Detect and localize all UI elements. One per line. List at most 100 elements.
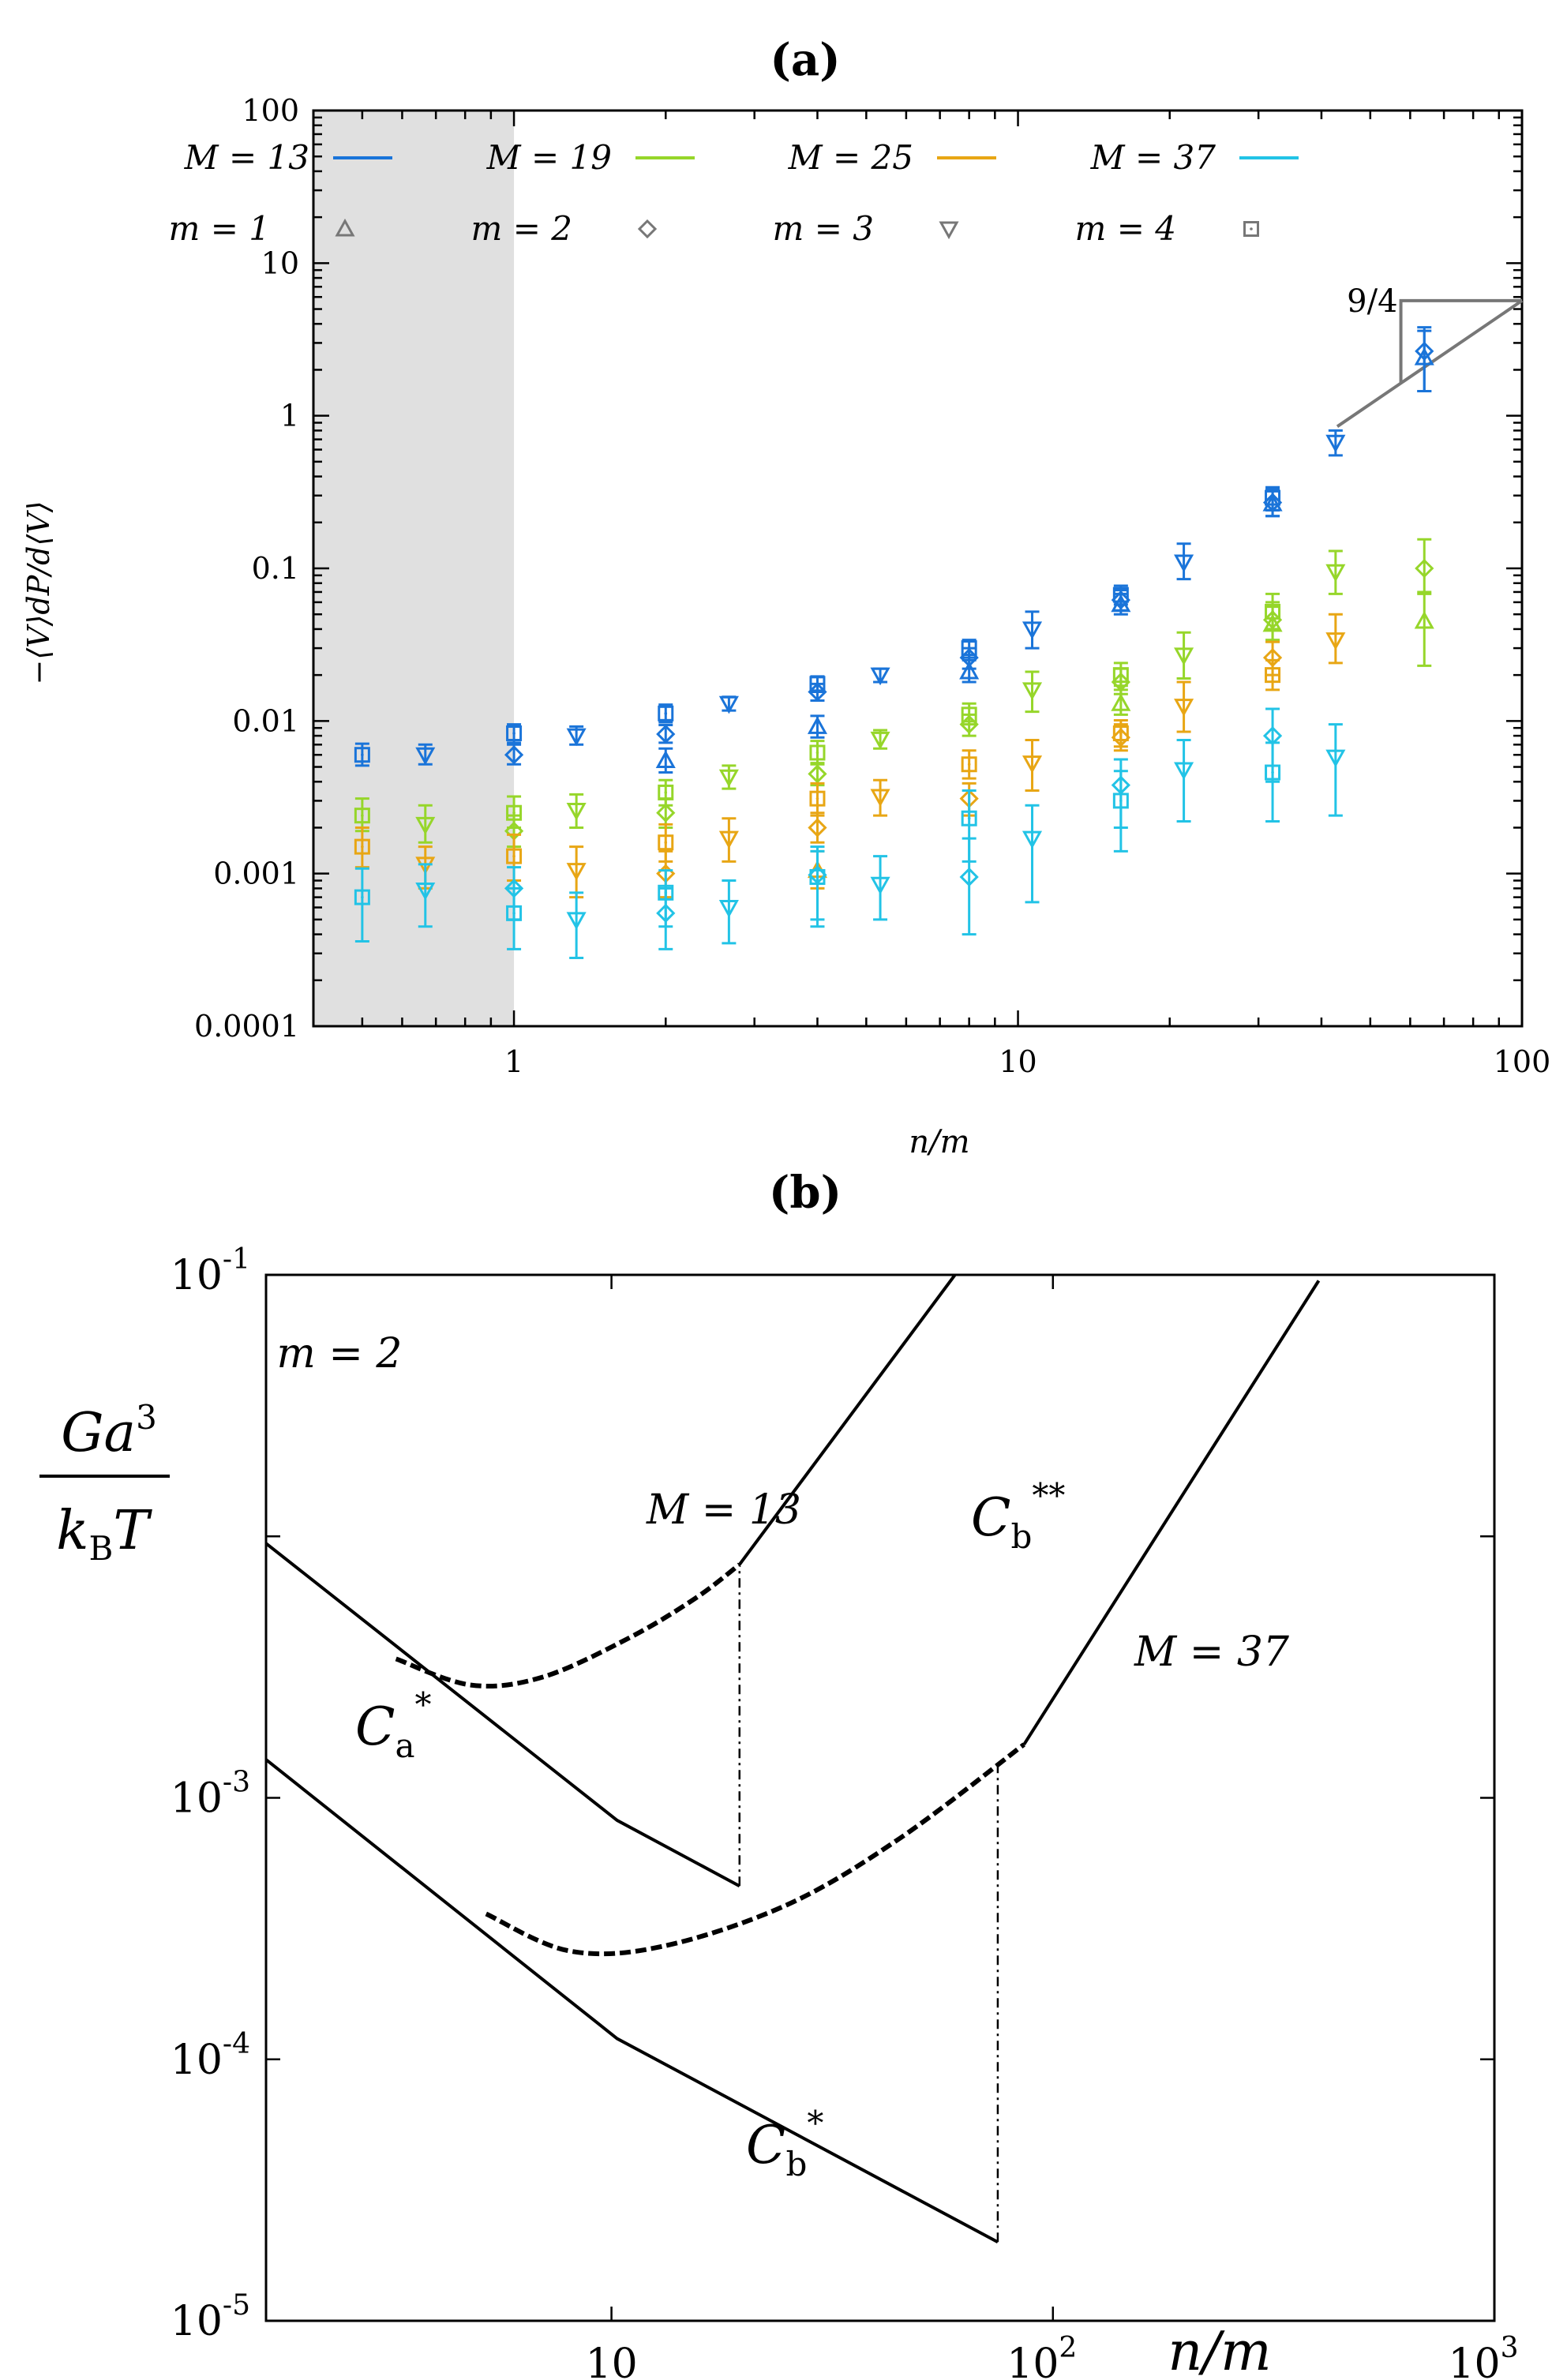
data-point-diamond — [1111, 775, 1130, 795]
data-point-square-dot — [664, 891, 668, 894]
data-point-triangle-down — [415, 816, 436, 835]
data-point-diamond — [959, 867, 979, 887]
panel-b-lines — [266, 1275, 1321, 2244]
data-point-triangle-down — [1325, 632, 1346, 650]
panel-b-m-37-upper-branch — [1022, 1280, 1321, 1745]
legend-series-label: M = 37 — [1090, 138, 1216, 177]
panel-a-legend: M = 13 M = 19 M = 25 M = 37 m = 1 m = 2 m = 3 m… — [169, 138, 1299, 248]
data-point-triangle-up — [655, 750, 676, 769]
data-point-triangle-down — [566, 912, 587, 930]
data-point-diamond — [959, 714, 979, 734]
panel-a-x-tick-label: 1 — [504, 1044, 523, 1079]
panel-a-slope-triangle — [1399, 298, 1522, 384]
legend-marker-label: m = 3 — [773, 209, 874, 248]
legend-series-label: M = 19 — [486, 138, 612, 177]
legend-marker-diamond — [637, 219, 658, 239]
data-point-square-dot — [512, 732, 515, 735]
panel-a-y-tick-label: 1 — [280, 399, 299, 433]
panel-b-Cb-double-star-label: Cb** — [971, 1476, 1065, 1556]
data-point-triangle-down — [1022, 621, 1043, 640]
panel-b: (b) 10 102 103 10-1 10-3 10-4 10-5 Ga3 kBT n/m… — [39, 1167, 1519, 2380]
data-point-square — [354, 808, 370, 824]
data-point-square-dot — [664, 841, 668, 845]
data-point-triangle-down — [870, 731, 890, 750]
panel-b-m-13-upper-branch — [738, 1275, 957, 1566]
panel-b-x-tick-label: 10 — [586, 2341, 638, 2380]
legend-marker-triangle-down — [939, 221, 959, 240]
panel-b-m-13-lower-branch — [266, 1542, 740, 1887]
panel-b-label: (b) — [769, 1167, 842, 1219]
data-point-triangle-down — [718, 769, 739, 788]
data-point-square — [658, 884, 674, 901]
data-point-triangle-up — [1111, 594, 1131, 613]
panel-b-axes: 10 102 103 10-1 10-3 10-4 10-5 — [171, 1243, 1519, 2380]
data-point-square-dot — [664, 712, 668, 715]
panel-a-y-tick-label: 10 — [261, 245, 299, 280]
data-point-triangle-down — [1022, 682, 1043, 700]
panel-b-y-label-denominator: kBT — [56, 1500, 152, 1568]
data-point-triangle-down — [1174, 554, 1194, 573]
panel-a-label: (a) — [770, 34, 840, 86]
panel-b-y-tick-label: 10-5 — [171, 2289, 250, 2345]
panel-a-data — [354, 326, 1434, 960]
panel-b-m-37-dashed-curve — [485, 1742, 1025, 1957]
data-point-square — [658, 834, 674, 851]
data-point-triangle-down — [870, 789, 890, 808]
data-point-square — [961, 810, 977, 826]
panel-b-plot-area — [266, 1275, 1321, 2244]
panel-b-y-tick-label: 10-4 — [171, 2028, 250, 2084]
panel-a-series-m13 — [354, 326, 1434, 774]
data-point-square-dot — [967, 816, 971, 820]
data-point-triangle-down — [1022, 755, 1043, 774]
legend-marker-triangle-up — [335, 218, 355, 237]
data-point-diamond — [504, 879, 524, 898]
legend-marker-square-dot — [1250, 227, 1253, 231]
panel-b-Cb-star-label: Cb* — [746, 2104, 823, 2183]
data-point-triangle-down — [718, 900, 739, 918]
data-point-triangle-up — [959, 661, 980, 680]
legend-marker-square — [1243, 221, 1259, 237]
data-point-square-dot — [815, 796, 819, 800]
legend-marker-label: m = 1 — [169, 209, 270, 248]
panel-b-x-tick-label: 102 — [1007, 2332, 1077, 2380]
data-point-square — [809, 744, 826, 761]
data-point-diamond — [1111, 728, 1130, 748]
data-point-triangle-up — [1414, 610, 1434, 629]
data-point-diamond — [1262, 647, 1283, 668]
data-point-triangle-down — [1325, 749, 1346, 768]
data-point-square — [354, 747, 370, 763]
data-point-diamond — [656, 724, 676, 744]
panel-b-x-label: n/m — [1168, 2321, 1271, 2380]
panel-b-Ca-star-label: Ca* — [355, 1685, 432, 1765]
data-point-square — [354, 889, 370, 905]
data-point-triangle-up — [1262, 613, 1283, 632]
panel-a-x-tick-label: 10 — [999, 1044, 1037, 1079]
data-point-diamond — [656, 803, 676, 823]
data-point-triangle-down — [415, 883, 436, 901]
panel-a-y-label: −⟨V⟩dP/d⟨V⟩ — [21, 500, 56, 684]
data-point-square-dot — [815, 751, 819, 755]
panel-b-M37-label: M = 37 — [1134, 1629, 1290, 1676]
data-point-triangle-down — [566, 728, 587, 747]
data-point-diamond — [1415, 558, 1434, 579]
panel-b-y-tick-label: 10-3 — [171, 1767, 250, 1823]
data-point-triangle-down — [1022, 830, 1043, 849]
data-point-square — [961, 756, 977, 773]
data-point-triangle-down — [415, 747, 436, 766]
panel-b-y-label: Ga3 kBT — [39, 1398, 170, 1568]
data-point-diamond — [808, 764, 827, 784]
legend-marker-label: m = 4 — [1075, 209, 1176, 248]
panel-a-x-label: n/m — [909, 1124, 969, 1160]
data-point-triangle-up — [1262, 493, 1283, 512]
panel-a-axes: 1 10 100 0.0001 0.001 0.01 0.1 1 10 100 — [194, 93, 1550, 1079]
panel-b-m-label: m = 2 — [276, 1330, 402, 1377]
data-point-triangle-down — [870, 876, 890, 895]
panel-b-M13-label: M = 13 — [646, 1486, 801, 1534]
panel-a-y-tick-label: 0.1 — [252, 551, 299, 586]
data-point-triangle-up — [1111, 693, 1131, 711]
data-point-diamond — [808, 682, 827, 702]
data-point-square-dot — [664, 791, 668, 794]
panel-a: (a) 1 10 100 0.0001 0.001 0.01 0.1 1 10 100 9/4 M… — [21, 34, 1550, 1160]
data-point-triangle-up — [807, 716, 828, 734]
